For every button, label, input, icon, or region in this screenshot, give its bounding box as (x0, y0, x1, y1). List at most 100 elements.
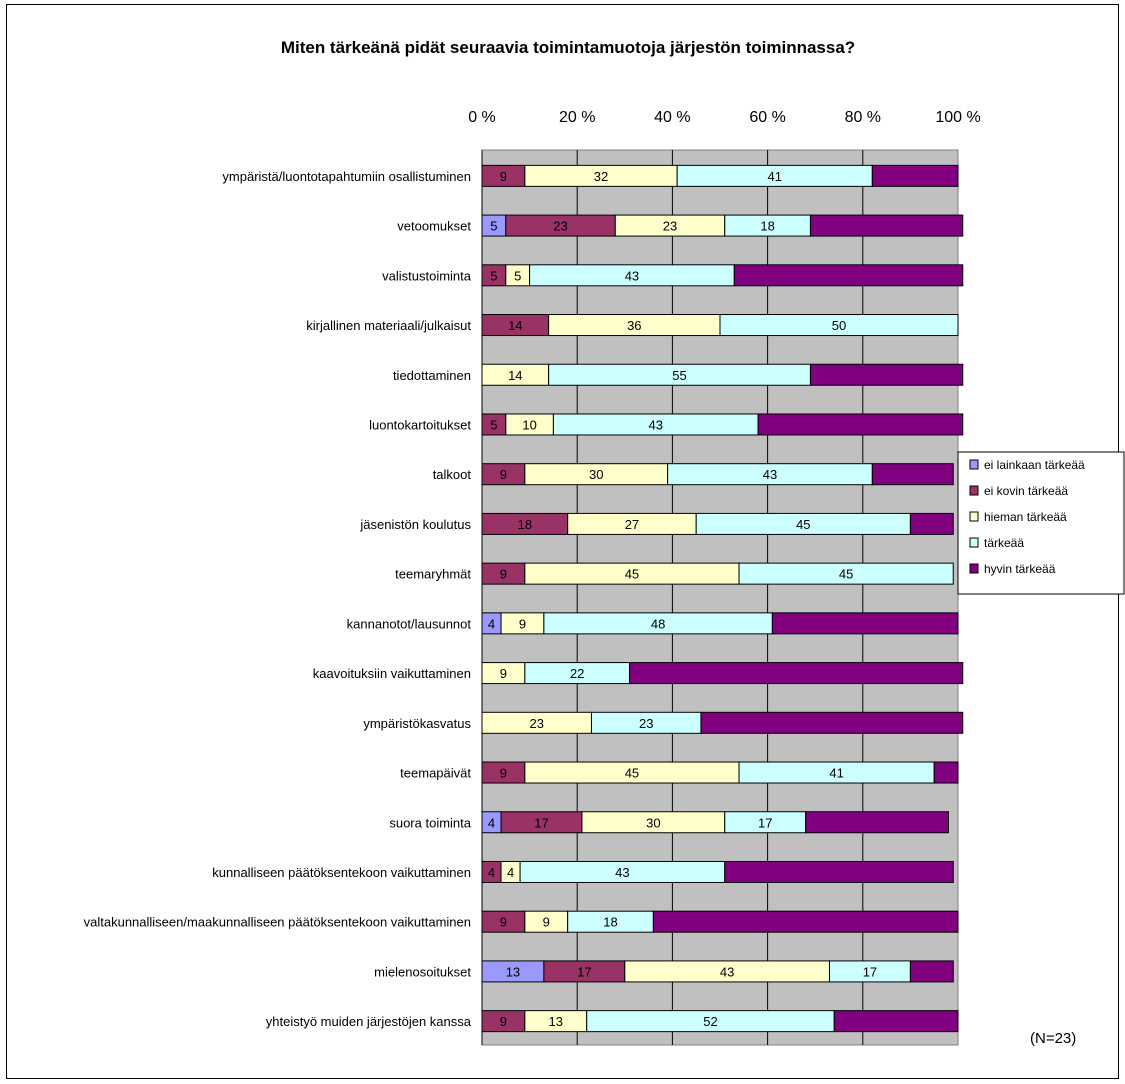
bar-segment (909, 512, 954, 535)
legend-swatch (969, 485, 979, 496)
x-tick-label: 100 % (935, 109, 980, 126)
bar-segment (809, 214, 964, 237)
data-label: 9 (500, 766, 507, 781)
bar-segment (757, 413, 964, 436)
data-label: 9 (500, 567, 507, 582)
bar-segment (909, 960, 954, 983)
category-label: kannanotot/lausunnot (347, 616, 472, 631)
data-label: 45 (625, 567, 639, 582)
data-label: 9 (519, 616, 526, 631)
data-label: 5 (490, 268, 497, 283)
category-label: suora toiminta (389, 815, 471, 830)
data-label: 22 (570, 666, 584, 681)
data-label: 18 (908, 169, 922, 184)
data-label: 64 (798, 915, 812, 930)
x-tick-label: 40 % (654, 109, 690, 126)
legend-label: ei kovin tärkeää (984, 484, 1068, 498)
data-label: 52 (703, 1014, 717, 1029)
bar-segment (809, 363, 964, 386)
category-label: vetoomukset (397, 219, 471, 234)
category-label: valtakunnalliseen/maakunnalliseen päätök… (84, 915, 471, 930)
data-label: 18 (518, 517, 532, 532)
data-label: 5 (490, 219, 497, 234)
data-label: 4 (488, 815, 495, 830)
category-label: luontokartoitukset (369, 417, 471, 432)
category-label: teemapäivät (400, 766, 471, 781)
x-tick-label: 80 % (845, 109, 881, 126)
data-label: 41 (768, 169, 782, 184)
data-label: 5 (490, 417, 497, 432)
data-label: 55 (672, 368, 686, 383)
data-label: 17 (863, 964, 877, 979)
data-label: 9 (500, 467, 507, 482)
data-label: 23 (663, 219, 677, 234)
data-label: 55 (825, 716, 839, 731)
data-label: 10 (522, 417, 536, 432)
category-label: ympäristä/luontotapahtumiin osallistumin… (222, 169, 471, 184)
data-label: 17 (534, 815, 548, 830)
legend-label: hyvin tärkeää (984, 562, 1056, 576)
data-label: 30 (589, 467, 603, 482)
data-label: 9 (543, 915, 550, 930)
plot-area (481, 149, 959, 1046)
data-label: 43 (649, 417, 663, 432)
data-label: 5 (514, 268, 521, 283)
data-label: 48 (651, 616, 665, 631)
legend-label: ei lainkaan tärkeää (984, 458, 1085, 472)
bar-segment (733, 264, 964, 287)
data-label: 45 (839, 567, 853, 582)
data-label: 43 (625, 268, 639, 283)
category-label: talkoot (433, 467, 472, 482)
legend-swatch (969, 511, 979, 522)
category-label: valistustoiminta (382, 268, 472, 283)
data-label: 30 (646, 815, 660, 830)
data-label: 39 (858, 616, 872, 631)
chart-title: Miten tärkeänä pidät seuraavia toimintam… (281, 38, 855, 57)
bar-segment (805, 811, 949, 834)
data-label: 48 (832, 865, 846, 880)
data-label: 14 (508, 368, 522, 383)
bar-segment (719, 314, 959, 337)
bar-segment (629, 662, 964, 685)
data-label: 43 (853, 417, 867, 432)
bar-segment (700, 711, 964, 734)
data-label: 23 (639, 716, 653, 731)
category-label: kunnalliseen päätöksentekoon vaikuttamin… (212, 865, 471, 880)
data-label: 13 (506, 964, 520, 979)
data-label: 45 (796, 517, 810, 532)
data-label: 43 (720, 964, 734, 979)
category-label: ympäristökasvatus (363, 716, 471, 731)
category-label: yhteistyö muiden järjestöjen kanssa (266, 1014, 472, 1029)
x-tick-label: 60 % (749, 109, 785, 126)
data-label: 48 (841, 268, 855, 283)
category-label: kirjallinen materiaali/julkaisut (306, 318, 471, 333)
category-label: tiedottaminen (393, 368, 471, 383)
data-label: 50 (832, 318, 846, 333)
legend-swatch (969, 563, 979, 574)
legend-label: tärkeää (984, 536, 1024, 550)
data-label: 43 (763, 467, 777, 482)
bar-segment (933, 761, 959, 784)
bar-segment (652, 910, 959, 933)
data-label: 4 (488, 616, 495, 631)
bar-segment (833, 1010, 959, 1033)
category-label: teemaryhmät (395, 567, 471, 582)
bar-segment (771, 612, 959, 635)
data-label: 23 (553, 219, 567, 234)
legend-swatch (969, 537, 979, 548)
legend-swatch (969, 459, 979, 470)
data-label: 18 (760, 219, 774, 234)
data-label: 26 (889, 1014, 903, 1029)
data-label: 4 (507, 865, 514, 880)
data-label: 9 (500, 169, 507, 184)
data-label: 9 (928, 964, 935, 979)
data-label: 17 (906, 467, 920, 482)
data-label: 30 (870, 815, 884, 830)
data-label: 9 (928, 517, 935, 532)
data-label: 4 (488, 865, 495, 880)
bar-segment (871, 164, 959, 187)
data-label: 14 (508, 318, 522, 333)
x-tick-label: 20 % (559, 109, 595, 126)
data-label: 32 (879, 368, 893, 383)
